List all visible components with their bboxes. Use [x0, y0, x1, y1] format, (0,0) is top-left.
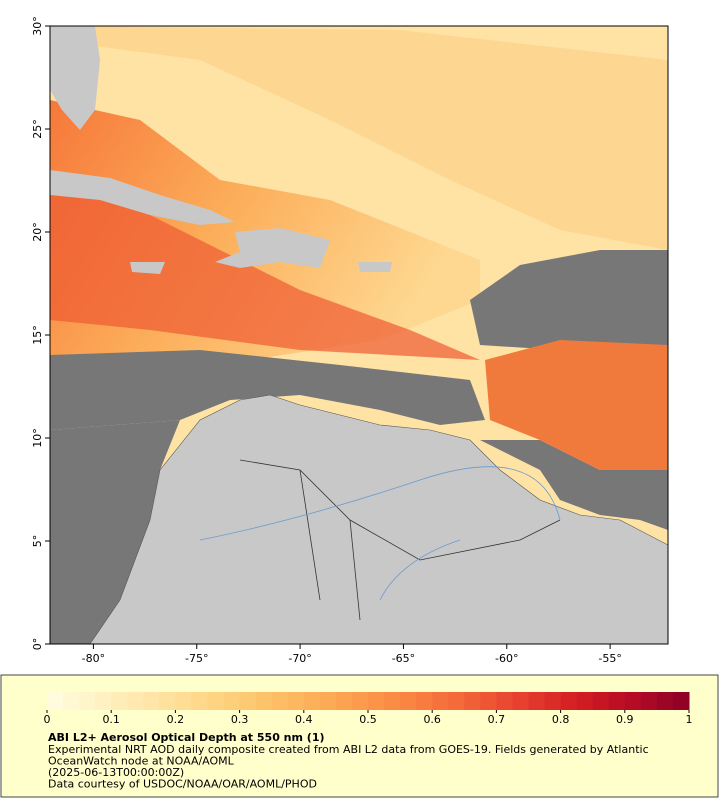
land: [215, 228, 330, 268]
colorbar-swatch: [640, 692, 658, 710]
y-tick-label: 10°: [31, 428, 44, 448]
y-tick-label: 0°: [31, 638, 44, 651]
x-tick-label: -70°: [288, 652, 311, 665]
colorbar-swatch: [384, 692, 401, 710]
colorbar-tick-label: 0.5: [359, 713, 377, 726]
colorbar-swatch: [432, 692, 449, 710]
colorbar-swatch: [624, 692, 642, 710]
caption-line: (2025-06-13T00:00:00Z): [48, 766, 184, 779]
colorbar-swatch: [672, 692, 690, 710]
caption-title: ABI L2+ Aerosol Optical Depth at 550 nm …: [48, 731, 325, 744]
aod-plume: [50, 26, 668, 250]
colorbar-swatch: [592, 692, 610, 710]
y-tick-label: 15°: [31, 325, 44, 345]
colorbar-tick-label: 0.4: [295, 713, 313, 726]
colorbar-swatch: [79, 692, 96, 710]
colorbar-swatch: [63, 692, 80, 710]
no-data: [50, 350, 485, 430]
no-data: [470, 250, 668, 350]
land: [50, 170, 235, 225]
colorbar-tick-label: 0.6: [423, 713, 441, 726]
river: [199, 466, 561, 601]
colorbar-tick-label: 0.2: [167, 713, 185, 726]
x-tick-label: -55°: [598, 652, 621, 665]
colorbar-swatch: [47, 692, 64, 710]
colorbar-swatch: [656, 692, 674, 710]
colorbar-swatch: [207, 692, 225, 710]
y-tick-label: 30°: [31, 16, 44, 36]
colorbar-swatch: [223, 692, 241, 710]
colorbar-swatch: [271, 692, 289, 710]
land: [358, 262, 392, 272]
x-tick-label: -75°: [185, 652, 208, 665]
caption-line: Data courtesy of USDOC/NOAA/OAR/AOML/PHO…: [48, 778, 317, 791]
colorbar-swatch: [335, 692, 353, 710]
colorbar-swatch: [608, 692, 626, 710]
colorbar-swatch: [480, 692, 497, 710]
y-tick-label: 25°: [31, 119, 44, 139]
caption-line: Experimental NRT AOD daily composite cre…: [48, 743, 649, 756]
colorbar-tick-label: 0.9: [616, 713, 634, 726]
map: [49, 25, 669, 645]
colorbar-swatch: [448, 692, 465, 710]
colorbar-swatch: [111, 692, 128, 710]
colorbar-swatch: [416, 692, 433, 710]
colorbar-swatch: [351, 692, 369, 710]
colorbar-swatch: [191, 692, 208, 710]
colorbar-swatch: [239, 692, 257, 710]
colorbar-swatch: [544, 692, 562, 710]
colorbar-swatch: [143, 692, 160, 710]
colorbar-tick-label: 0.1: [102, 713, 120, 726]
colorbar-swatch: [560, 692, 578, 710]
colorbar-swatch: [175, 692, 192, 710]
colorbar-tick-label: 0.8: [552, 713, 570, 726]
colorbar-tick-label: 0.3: [231, 713, 249, 726]
colorbar-swatch: [528, 692, 546, 710]
colorbar-swatch: [496, 692, 513, 710]
colorbar-swatch: [159, 692, 176, 710]
colorbar-tick-label: 0: [44, 713, 51, 726]
colorbar-swatch: [95, 692, 112, 710]
x-tick-label: -60°: [495, 652, 518, 665]
x-tick-label: -80°: [82, 652, 105, 665]
colorbar-swatch: [255, 692, 273, 710]
aod-plume: [485, 340, 668, 470]
colorbar-swatch: [464, 692, 481, 710]
x-tick-label: -65°: [392, 652, 415, 665]
colorbar-swatch: [400, 692, 417, 710]
land: [89, 394, 669, 645]
colorbar-swatch: [127, 692, 144, 710]
y-tick-label: 20°: [31, 222, 44, 242]
colorbar-swatch: [303, 692, 321, 710]
no-data: [480, 440, 668, 530]
colorbar-tick-label: 1: [686, 713, 693, 726]
land: [50, 26, 100, 130]
colorbar-tick-label: 0.7: [488, 713, 506, 726]
colorbar-swatch: [512, 692, 529, 710]
caption-line: OceanWatch node at NOAA/AOML: [48, 755, 235, 768]
colorbar-swatch: [287, 692, 305, 710]
colorbar-swatch: [576, 692, 594, 710]
land: [130, 262, 165, 274]
colorbar-swatch: [319, 692, 337, 710]
border: [239, 459, 561, 621]
aod-plume: [50, 190, 480, 360]
no-data: [50, 420, 180, 644]
colorbar-swatch: [368, 692, 385, 710]
y-tick-label: 5°: [31, 535, 44, 548]
